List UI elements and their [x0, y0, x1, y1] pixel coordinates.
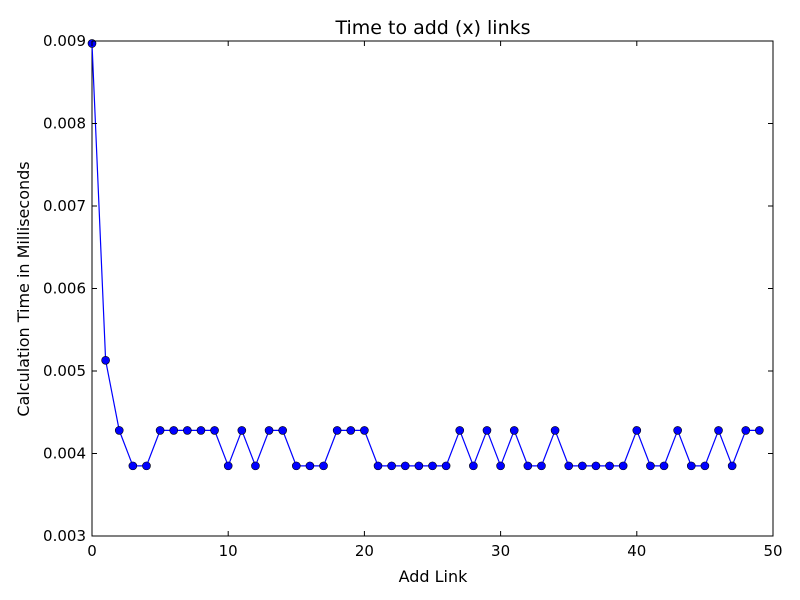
x-axis-title: Add Link [399, 567, 469, 586]
x-tick-label: 40 [627, 542, 646, 560]
data-point [659, 461, 669, 471]
x-tick-label: 10 [219, 542, 238, 560]
data-point [183, 426, 192, 435]
x-tick-label: 0 [87, 542, 97, 560]
data-series [87, 39, 764, 471]
data-point [605, 461, 614, 471]
data-point [169, 426, 179, 435]
data-point [101, 355, 110, 365]
data-point [469, 461, 478, 471]
data-point [441, 461, 451, 471]
data-point [400, 461, 410, 471]
data-point [496, 461, 505, 471]
data-point [632, 426, 642, 435]
data-point [618, 461, 628, 471]
data-point [305, 461, 315, 471]
data-point [332, 426, 342, 435]
data-point [673, 426, 682, 435]
data-point [482, 426, 492, 435]
y-axis-ticks: 0.003 0.004 0.005 0.006 0.007 0.008 0.009 [43, 32, 773, 545]
y-tick-label: 0.004 [43, 445, 86, 463]
y-tick-label: 0.009 [43, 32, 86, 50]
data-point [537, 461, 546, 471]
data-point [509, 426, 519, 435]
data-point [319, 461, 328, 471]
plot-frame [91, 40, 774, 537]
data-point [550, 426, 560, 435]
data-point [428, 461, 437, 471]
y-tick-label: 0.006 [43, 280, 86, 298]
data-point [373, 461, 383, 471]
x-tick-label: 20 [355, 542, 374, 560]
data-point [278, 426, 287, 435]
data-point [741, 426, 751, 435]
data-point [196, 426, 206, 435]
y-tick-label: 0.008 [43, 115, 86, 133]
data-point [646, 461, 655, 471]
data-point [414, 461, 424, 471]
data-point [346, 426, 356, 435]
data-point [128, 461, 138, 471]
data-point [223, 461, 233, 471]
data-point [291, 461, 301, 471]
data-point [142, 461, 151, 471]
data-point [210, 426, 219, 435]
x-tick-label: 30 [491, 542, 510, 560]
y-tick-label: 0.007 [43, 197, 86, 215]
plot-area [91, 40, 774, 537]
data-point [387, 461, 396, 471]
data-point [727, 461, 737, 471]
x-axis-ticks: 0 10 20 30 40 50 [87, 41, 783, 560]
chart-title: Time to add (x) links [334, 17, 530, 39]
data-point [155, 426, 165, 435]
y-axis-title: Calculation Time in Milliseconds [14, 161, 33, 416]
data-point [114, 426, 124, 435]
y-tick-label: 0.005 [43, 362, 86, 380]
data-point [564, 461, 574, 471]
data-point [360, 426, 369, 435]
data-point [755, 426, 764, 435]
data-point [700, 461, 710, 471]
data-point [578, 461, 587, 471]
data-point [251, 461, 260, 471]
y-tick-label: 0.003 [43, 527, 86, 545]
x-tick-label: 50 [763, 542, 782, 560]
data-point [237, 426, 247, 435]
data-point [714, 426, 723, 435]
data-point [264, 426, 274, 435]
data-point [591, 461, 601, 471]
data-point [455, 426, 465, 435]
data-point [686, 461, 696, 471]
data-point [523, 461, 533, 471]
